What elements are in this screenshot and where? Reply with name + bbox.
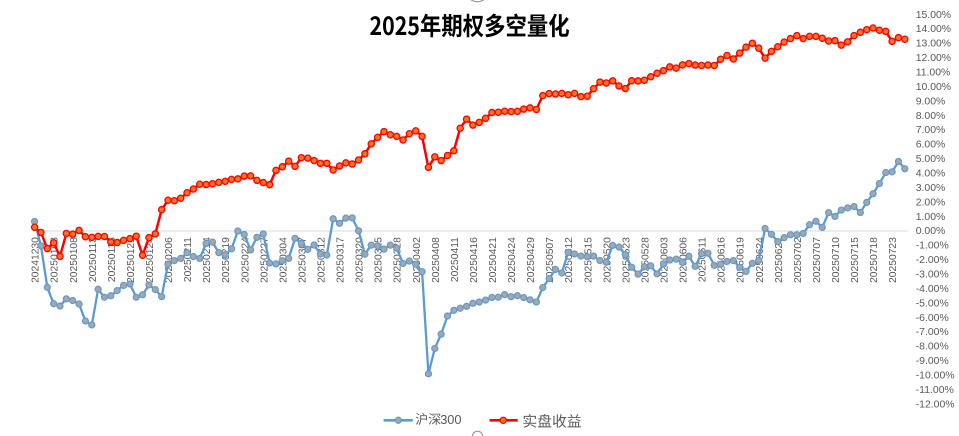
svg-text:20250710: 20250710 — [831, 237, 842, 283]
svg-text:14.00%: 14.00% — [916, 24, 951, 35]
svg-text:20250219: 20250219 — [221, 237, 232, 283]
svg-text:20250121: 20250121 — [126, 237, 137, 283]
svg-text:20250328: 20250328 — [393, 237, 404, 283]
svg-text:8.00%: 8.00% — [916, 111, 946, 122]
svg-text:-3.00%: -3.00% — [916, 269, 949, 280]
svg-text:20250214: 20250214 — [202, 237, 213, 283]
svg-text:6.00%: 6.00% — [916, 140, 946, 151]
svg-text:-10.00%: -10.00% — [916, 371, 955, 382]
svg-text:20250312: 20250312 — [316, 237, 327, 283]
svg-text:3.00%: 3.00% — [916, 183, 946, 194]
svg-text:11.00%: 11.00% — [916, 67, 951, 78]
svg-text:20250421: 20250421 — [488, 237, 499, 283]
svg-text:20250325: 20250325 — [374, 237, 385, 283]
svg-text:-11.00%: -11.00% — [916, 385, 954, 396]
svg-text:4.00%: 4.00% — [916, 168, 946, 179]
svg-text:12.00%: 12.00% — [916, 53, 951, 64]
svg-text:20250616: 20250616 — [717, 237, 728, 283]
svg-text:20250206: 20250206 — [164, 237, 175, 283]
svg-text:20250227: 20250227 — [259, 237, 270, 283]
svg-text:-2.00%: -2.00% — [916, 255, 949, 266]
svg-text:10.00%: 10.00% — [916, 82, 951, 93]
svg-text:20250429: 20250429 — [526, 237, 537, 283]
svg-text:20250317: 20250317 — [336, 237, 347, 283]
svg-text:20250507: 20250507 — [545, 237, 556, 283]
svg-text:20250718: 20250718 — [869, 237, 880, 283]
svg-text:20250619: 20250619 — [736, 237, 747, 283]
svg-text:20250528: 20250528 — [640, 237, 651, 283]
svg-text:20250411: 20250411 — [450, 237, 461, 282]
svg-text:20250512: 20250512 — [564, 237, 575, 283]
svg-text:20250611: 20250611 — [698, 237, 709, 282]
svg-text:20250320: 20250320 — [355, 237, 366, 283]
svg-text:7.00%: 7.00% — [916, 125, 946, 136]
svg-text:-5.00%: -5.00% — [916, 298, 949, 309]
svg-text:15.00%: 15.00% — [916, 10, 951, 21]
svg-text:20250723: 20250723 — [888, 237, 899, 283]
svg-text:5.00%: 5.00% — [916, 154, 946, 165]
svg-text:-1.00%: -1.00% — [916, 241, 949, 252]
svg-text:20250307: 20250307 — [297, 237, 308, 283]
svg-text:300: 300 — [440, 412, 461, 427]
svg-text:20250108: 20250108 — [69, 237, 80, 283]
svg-text:9.00%: 9.00% — [916, 96, 946, 107]
svg-text:20250224: 20250224 — [240, 237, 251, 283]
svg-text:20250603: 20250603 — [660, 237, 671, 283]
svg-text:-7.00%: -7.00% — [916, 327, 949, 338]
svg-text:20250408: 20250408 — [431, 237, 442, 283]
svg-text:2.00%: 2.00% — [916, 197, 946, 208]
svg-text:-9.00%: -9.00% — [916, 356, 949, 367]
svg-text:20250715: 20250715 — [850, 237, 861, 283]
svg-text:20250116: 20250116 — [107, 237, 118, 282]
svg-text:20250424: 20250424 — [507, 237, 518, 283]
svg-text:13.00%: 13.00% — [916, 39, 951, 50]
svg-text:1.00%: 1.00% — [916, 212, 946, 223]
svg-text:20250627: 20250627 — [774, 237, 785, 283]
svg-text:20250103: 20250103 — [50, 237, 61, 283]
svg-text:20250707: 20250707 — [812, 237, 823, 283]
svg-text:20250211: 20250211 — [183, 237, 194, 282]
svg-text:20250113: 20250113 — [88, 237, 99, 282]
svg-text:0.00%: 0.00% — [916, 226, 946, 237]
svg-text:20250702: 20250702 — [793, 237, 804, 283]
svg-text:-6.00%: -6.00% — [916, 313, 949, 324]
svg-text:-12.00%: -12.00% — [916, 399, 955, 410]
svg-text:20250124: 20250124 — [145, 237, 156, 283]
svg-text:-4.00%: -4.00% — [916, 284, 949, 295]
svg-text:20250416: 20250416 — [469, 237, 480, 283]
svg-text:20241230: 20241230 — [31, 237, 42, 283]
svg-text:-8.00%: -8.00% — [916, 342, 949, 353]
svg-text:20250402: 20250402 — [412, 237, 423, 283]
